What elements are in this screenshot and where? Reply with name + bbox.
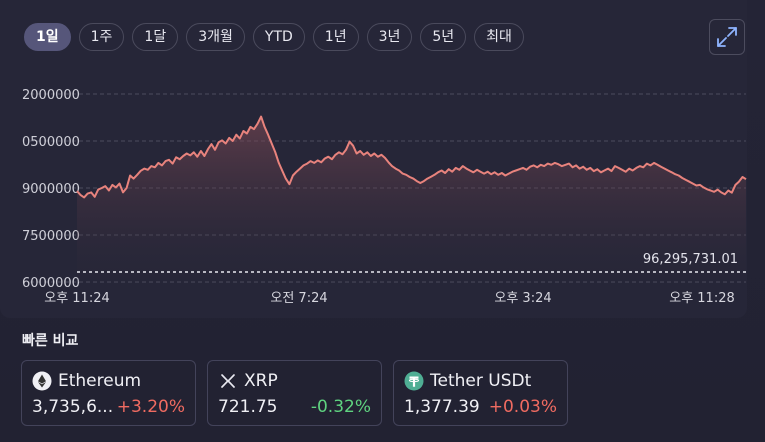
range-button-1d[interactable]: 1일 [24,23,71,51]
coin-name: Tether USDt [430,371,532,391]
price-chart-panel: 1일 1주 1달 3개월 YTD 1년 3년 5년 최대 2000000 0500 [22,19,747,306]
tether-icon [404,371,424,391]
range-button-1m[interactable]: 1달 [132,23,179,51]
last-price-label: 96,295,731.01 [643,252,738,267]
coin-name: XRP [244,371,278,391]
ethereum-icon [32,371,52,391]
range-button-5y[interactable]: 5년 [420,23,467,51]
y-tick-label: 7500000 [22,229,80,244]
y-tick-label: 0500000 [22,135,80,150]
coin-change: +3.20% [116,397,185,417]
compare-card-xrp[interactable]: XRP 721.75 -0.32% [207,360,382,426]
range-button-3y[interactable]: 3년 [366,23,413,51]
coin-change: -0.32% [310,397,371,417]
range-button-1w[interactable]: 1주 [78,23,125,51]
x-tick-label: 오후 11:24 [44,291,110,306]
coin-name: Ethereum [58,371,142,391]
x-tick-label: 오전 7:24 [270,291,327,306]
y-axis-ticks: 2000000 0500000 9000000 7500000 6000000 [22,88,80,291]
range-button-ytd[interactable]: YTD [252,23,305,51]
x-tick-label: 오후 3:24 [494,291,551,306]
compare-card-ethereum[interactable]: Ethereum 3,735,6... +3.20% [21,360,196,426]
x-tick-label: 오후 11:28 [669,291,735,306]
compare-card-tether[interactable]: Tether USDt 1,377.39 +0.03% [393,360,568,426]
quick-compare-title: 빠른 비교 [22,333,79,349]
price-series-line [76,115,747,199]
range-button-max[interactable]: 최대 [474,23,524,51]
coin-price: 721.75 [218,397,278,417]
coin-change: +0.03% [488,397,557,417]
range-button-3m[interactable]: 3개월 [186,23,245,51]
time-range-selector: 1일 1주 1달 3개월 YTD 1년 3년 5년 최대 [24,23,524,51]
coin-price: 3,735,6... [32,397,114,417]
y-tick-label: 6000000 [22,276,80,291]
y-tick-label: 2000000 [22,88,80,103]
quick-compare-list: Ethereum 3,735,6... +3.20% XRP 721.75 -0… [21,360,568,426]
x-axis-ticks: 오후 11:24 오전 7:24 오후 3:24 오후 11:28 [44,291,735,306]
range-button-1y[interactable]: 1년 [312,23,359,51]
expand-button[interactable] [709,19,745,55]
expand-icon [717,27,737,47]
price-area-fill [77,116,746,282]
price-line-chart: 2000000 0500000 9000000 7500000 6000000 96,2… [22,88,747,306]
xrp-icon [218,371,238,391]
coin-price: 1,377.39 [404,397,480,417]
y-tick-label: 9000000 [22,182,80,197]
